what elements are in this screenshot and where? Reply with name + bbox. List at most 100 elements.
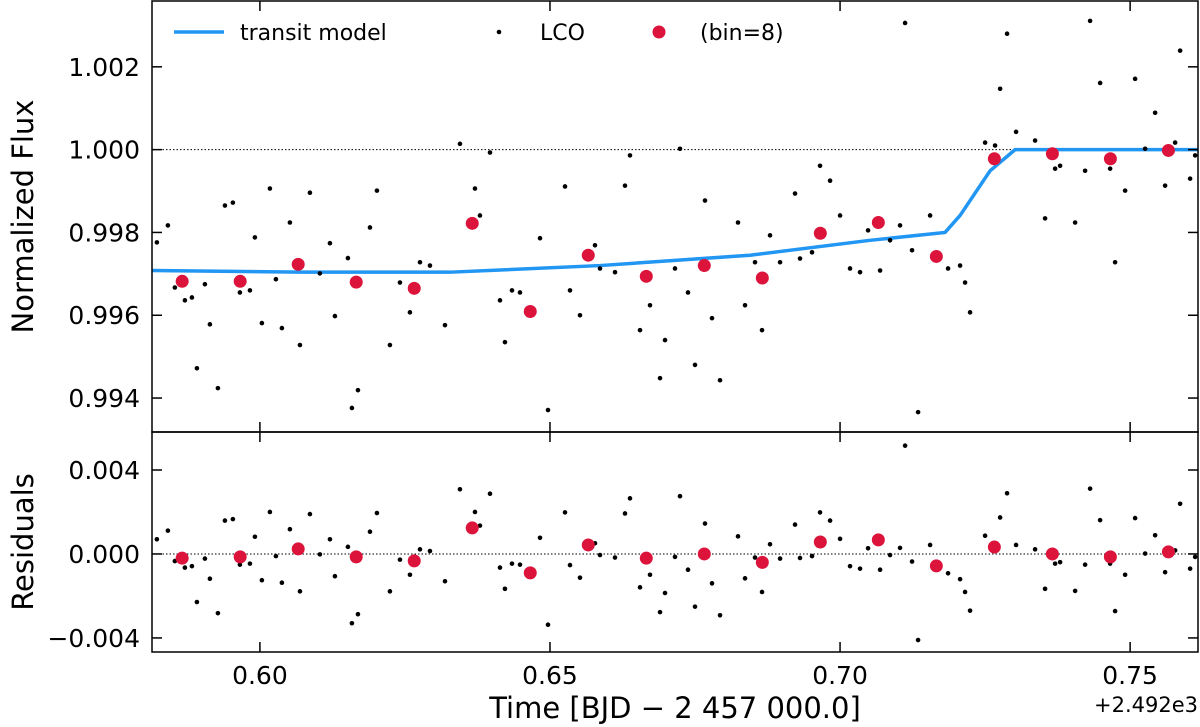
x-tick-label: 0.70 xyxy=(812,661,868,690)
binned-point xyxy=(1045,147,1059,161)
binned-point xyxy=(1103,152,1117,166)
data-point xyxy=(677,146,683,152)
data-point xyxy=(837,213,843,218)
data-point xyxy=(517,290,523,295)
data-point xyxy=(273,553,279,559)
data-point xyxy=(387,342,393,348)
data-point xyxy=(897,545,903,551)
binned-point xyxy=(987,540,1001,554)
data-point xyxy=(252,534,258,540)
legend-label: transit model xyxy=(240,21,387,46)
data-point xyxy=(165,223,171,228)
data-point xyxy=(545,407,551,413)
data-point xyxy=(387,589,393,594)
data-point xyxy=(622,183,628,188)
data-point xyxy=(612,555,618,560)
data-point xyxy=(407,572,413,578)
data-point xyxy=(349,620,355,626)
data-point xyxy=(877,268,883,273)
data-point xyxy=(562,184,568,189)
data-point xyxy=(915,637,921,643)
data-point xyxy=(509,288,515,293)
data-point xyxy=(702,521,708,526)
y-tick-label: 0.996 xyxy=(68,301,140,330)
data-point xyxy=(857,269,863,275)
data-point xyxy=(417,547,423,552)
data-point xyxy=(502,586,508,592)
data-point xyxy=(909,559,915,564)
data-point xyxy=(267,186,273,191)
data-point xyxy=(194,365,200,371)
data-point xyxy=(692,604,698,609)
data-point xyxy=(247,561,253,566)
data-point xyxy=(1042,216,1048,221)
data-point xyxy=(1004,31,1010,37)
data-point xyxy=(355,611,361,617)
binned-point xyxy=(697,259,711,273)
data-point xyxy=(592,242,598,248)
data-point xyxy=(327,240,333,246)
binned-point xyxy=(291,542,305,556)
data-point xyxy=(1072,220,1078,225)
data-point xyxy=(562,510,568,515)
y-tick-label: 0.994 xyxy=(68,384,140,413)
data-point xyxy=(194,599,200,605)
data-point xyxy=(1097,80,1103,86)
y-axis-label: Normalized Flux xyxy=(6,100,40,334)
data-point xyxy=(154,536,160,542)
axes-frame xyxy=(151,431,1199,653)
data-point xyxy=(982,140,988,145)
data-point xyxy=(215,385,221,391)
data-point xyxy=(997,515,1003,520)
data-point xyxy=(207,576,213,582)
data-point xyxy=(735,220,741,225)
data-point xyxy=(1057,163,1063,169)
data-point xyxy=(1082,562,1088,567)
data-point xyxy=(397,557,403,562)
y-tick-label: 0.000 xyxy=(68,540,140,569)
data-point xyxy=(777,556,783,561)
data-point xyxy=(374,510,380,516)
data-point xyxy=(657,609,663,615)
data-point xyxy=(1122,188,1128,193)
data-point xyxy=(797,256,803,261)
data-point xyxy=(672,266,678,271)
data-point xyxy=(367,225,373,230)
binned-point xyxy=(233,550,247,564)
x-tick-label: 0.65 xyxy=(522,661,578,690)
data-point xyxy=(172,285,178,290)
data-point xyxy=(877,567,883,573)
data-point xyxy=(1042,586,1048,592)
data-point xyxy=(487,491,493,497)
data-point xyxy=(545,622,551,628)
data-point xyxy=(332,573,338,579)
data-point xyxy=(477,523,483,528)
x-axis-label: Time [BJD − 2 457 000.0] xyxy=(488,691,861,725)
data-point xyxy=(259,577,265,583)
data-point xyxy=(1187,566,1193,571)
data-point xyxy=(1142,146,1148,152)
y-tick-label: 0.998 xyxy=(68,218,140,247)
data-point xyxy=(692,362,698,368)
data-point xyxy=(273,276,279,282)
data-point xyxy=(792,191,798,196)
data-point xyxy=(662,337,668,343)
binned-point xyxy=(407,281,421,295)
data-point xyxy=(1192,153,1198,158)
binned-point xyxy=(755,555,769,569)
data-point xyxy=(927,213,933,218)
data-point xyxy=(827,518,833,523)
data-point xyxy=(259,320,265,326)
data-point xyxy=(307,511,313,517)
data-point xyxy=(1122,572,1128,578)
data-point xyxy=(427,263,433,268)
data-point xyxy=(367,529,373,535)
data-point xyxy=(237,562,243,567)
data-point xyxy=(622,511,628,516)
binned-point xyxy=(1161,143,1175,157)
data-point xyxy=(735,534,741,539)
binned-point xyxy=(987,152,1001,166)
data-point xyxy=(202,281,208,287)
data-point xyxy=(759,589,765,595)
data-point xyxy=(567,288,573,293)
